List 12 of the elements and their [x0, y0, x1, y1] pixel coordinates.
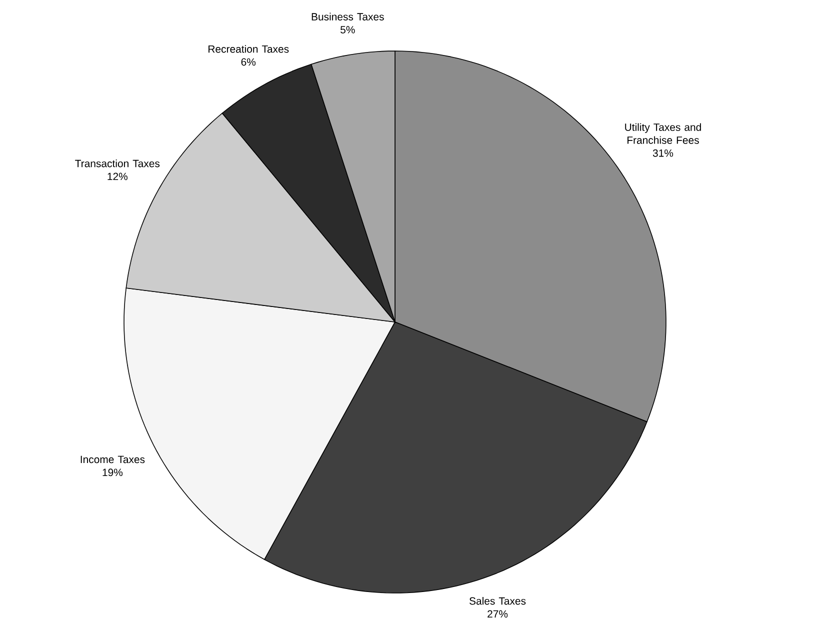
slice-label: Utility Taxes and Franchise Fees [625, 123, 701, 144]
data-label: 19% [102, 468, 123, 476]
data-label: 31% [652, 149, 674, 157]
slice-label: Income Taxes [80, 456, 145, 464]
data-label: 27% [488, 610, 508, 618]
data-label: 5% [340, 26, 355, 34]
data-label: 6% [241, 58, 256, 66]
slice-label: Sales Taxes [470, 597, 526, 605]
slice-label: Business Taxes [312, 12, 384, 20]
data-label: 12% [108, 172, 128, 180]
slice-label: Recreation Taxes [208, 45, 289, 53]
slice-label: Transaction Taxes [75, 160, 160, 168]
